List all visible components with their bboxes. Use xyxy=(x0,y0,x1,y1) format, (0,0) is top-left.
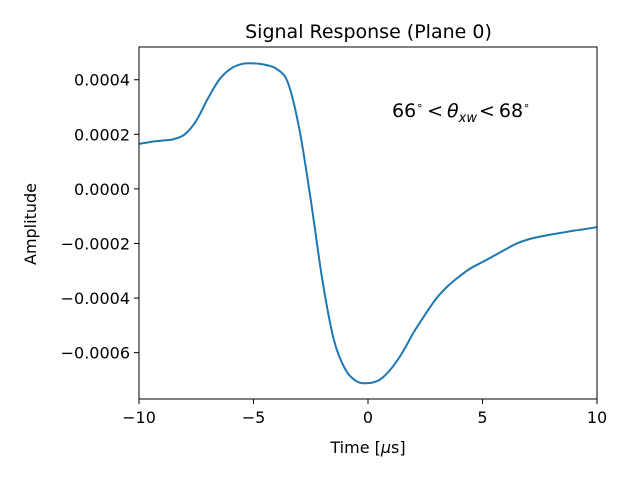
y-tick-label: −0.0004 xyxy=(61,289,130,308)
x-axis-label: Time [μs] xyxy=(329,438,405,457)
angle-annotation: 66∘ < θxw <68∘ xyxy=(392,99,530,126)
x-tick-label: 5 xyxy=(477,408,487,427)
annotation-subscript: xw xyxy=(458,111,478,126)
annotation-lt-1: < xyxy=(427,100,443,122)
x-tick-label: 0 xyxy=(363,408,373,427)
x-axis-label-mu: μ xyxy=(380,438,391,457)
x-axis-label-main: Time [ xyxy=(329,438,380,457)
y-tick-label: 0.0004 xyxy=(74,71,130,90)
annotation-theta: θ xyxy=(447,100,459,122)
y-tick-label: 0.0002 xyxy=(74,125,130,144)
x-tick-label: −5 xyxy=(242,408,266,427)
y-tick-label: −0.0002 xyxy=(61,234,130,253)
series-line xyxy=(138,62,598,385)
x-axis-ticks: −10 −5 0 5 10 xyxy=(122,399,607,427)
x-tick-label: 10 xyxy=(587,408,607,427)
annotation-degree-2: ∘ xyxy=(523,99,530,112)
chart-title: Signal Response (Plane 0) xyxy=(245,21,492,43)
y-axis-label: Amplitude xyxy=(21,183,40,265)
annotation-degree-1: ∘ xyxy=(416,99,423,112)
x-tick-label: −10 xyxy=(122,408,156,427)
annotation-lead: 66 xyxy=(392,100,416,122)
y-tick-label: −0.0006 xyxy=(61,344,130,363)
annotation-trail: 68 xyxy=(499,100,523,122)
y-tick-label: 0.0000 xyxy=(74,180,130,199)
annotation-lt-2: < xyxy=(479,100,495,122)
x-axis-label-tail: s] xyxy=(391,438,406,457)
y-axis-ticks: 0.0004 0.0002 0.0000 −0.0002 −0.0004 −0.0006 xyxy=(61,71,139,363)
